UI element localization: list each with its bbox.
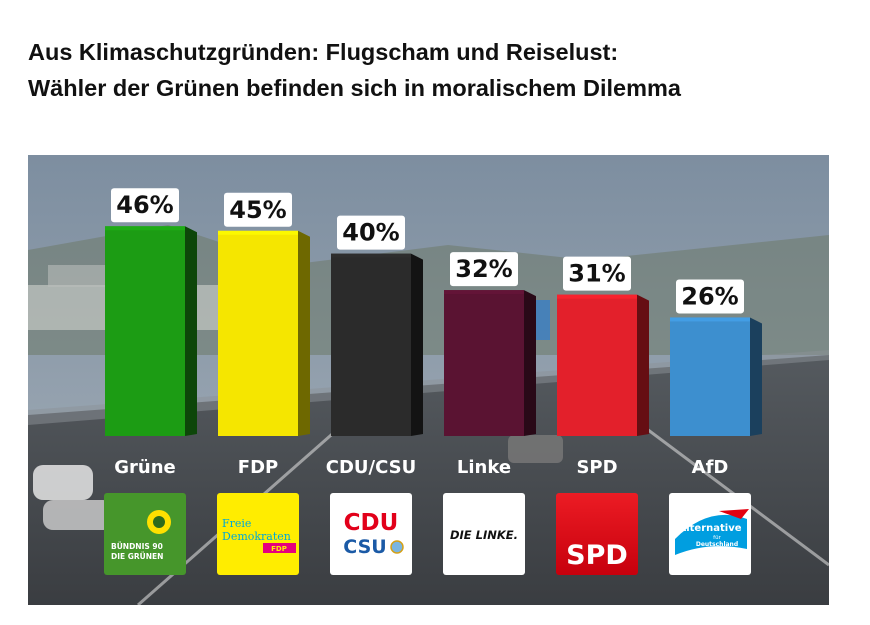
lion-icon [390, 540, 404, 554]
logo-spd: SPD [556, 493, 638, 575]
logo-linke-bg [443, 493, 525, 575]
logo-afd-text1: Alternative [678, 523, 741, 534]
headline-line-1: Aus Klimaschutzgründen: Flugscham und Re… [28, 39, 619, 65]
logo-fdp-bg [217, 493, 299, 575]
bar [218, 230, 298, 436]
truck [508, 435, 563, 463]
value-label-gr-ne: 46% [111, 188, 179, 223]
category-label-fdp: FDP [238, 457, 278, 478]
logo-fdp-text1: Freie [222, 517, 251, 530]
logo-fdp-text3: FDP [271, 545, 287, 553]
value-label-box [563, 256, 631, 291]
bar-highlight [218, 230, 298, 235]
logo-fdp-text2: Demokraten [222, 530, 291, 543]
headline-line-2: Wähler der Grünen befinden sich in moral… [28, 75, 681, 101]
sunflower-icon [147, 510, 171, 534]
bar-afd [670, 317, 762, 436]
car [33, 465, 93, 500]
logo-afd: Alternative für Deutschland [669, 493, 751, 575]
value-label-text: 26% [681, 282, 738, 310]
value-label-box [111, 188, 179, 223]
value-label-spd: 31% [563, 256, 631, 291]
category-label-cdu-csu: CDU/CSU [326, 457, 416, 478]
bar-side [298, 230, 310, 436]
logo-cdu-text: CDU [344, 510, 399, 536]
building-small [48, 265, 118, 287]
logo-gruene-text1: BÜNDNIS 90 [111, 542, 163, 551]
logo-gruene-text2: DIE GRÜNEN [111, 552, 163, 561]
logo-fdp: Freie Demokraten FDP [217, 493, 299, 575]
arrow-icon [719, 509, 749, 519]
category-label-linke: Linke [457, 457, 511, 478]
bar-cdu-csu [331, 253, 423, 436]
headline: Aus Klimaschutzgründen: Flugscham und Re… [28, 34, 848, 106]
bar-highlight [105, 226, 185, 231]
bar-side [750, 317, 762, 436]
value-label-text: 45% [229, 196, 286, 224]
category-label-spd: SPD [576, 457, 617, 478]
logo-afd-swoosh [675, 514, 747, 555]
logo-fdp-bar [263, 543, 296, 553]
bar-side [524, 290, 536, 436]
bar [670, 317, 750, 436]
logo-gruene-bg [104, 493, 186, 575]
bar-spd [557, 294, 649, 436]
bar-highlight [444, 290, 524, 295]
bar-gr-ne [105, 226, 197, 436]
logo-csu-text: CSU [343, 536, 386, 558]
logo-afd-text2: für [713, 535, 721, 541]
category-label-gr-ne: Grüne [114, 457, 176, 478]
bar [105, 226, 185, 436]
bar-fdp [218, 230, 310, 436]
value-label-cdu-csu: 40% [337, 215, 405, 250]
value-label-afd: 26% [676, 279, 744, 314]
category-label-afd: AfD [692, 457, 729, 478]
bar-linke [444, 290, 536, 436]
chart-panel: 46% 45% 40% 32% 31% 26% Grüne FDP CDU/CSU Linke S… [28, 155, 829, 605]
logo-cdu-bg [330, 493, 412, 575]
bar-side [411, 253, 423, 436]
bar-chart: 46% 45% 40% 32% 31% 26% Grüne FDP CDU/CSU Linke S… [28, 155, 829, 605]
bar-side [637, 294, 649, 436]
bar-highlight [557, 294, 637, 299]
logo-afd-text3: Deutschland [696, 541, 738, 548]
value-label-linke: 32% [450, 252, 518, 287]
party-logos: BÜNDNIS 90 DIE GRÜNEN Freie Demokraten F… [104, 493, 751, 575]
value-label-text: 46% [116, 191, 173, 219]
logo-linke-text: DIE LINKE. [450, 528, 518, 542]
logo-spd-text: SPD [566, 540, 628, 571]
value-label-fdp: 45% [224, 192, 292, 227]
value-label-box [450, 252, 518, 287]
car [43, 500, 113, 530]
value-label-text: 32% [455, 255, 512, 283]
logo-gruene: BÜNDNIS 90 DIE GRÜNEN [104, 493, 186, 575]
value-label-box [224, 192, 292, 227]
bar-side [185, 226, 197, 436]
value-label-box [676, 279, 744, 314]
bar [557, 294, 637, 436]
category-labels: Grüne FDP CDU/CSU Linke SPD AfD [114, 457, 728, 478]
value-labels: 46% 45% 40% 32% 31% 26% [111, 188, 744, 314]
logo-cdu-csu: CDU CSU [330, 493, 412, 575]
value-label-text: 40% [342, 219, 399, 247]
logo-linke: DIE LINKE. [443, 493, 525, 575]
value-label-text: 31% [568, 260, 625, 288]
value-label-box [337, 215, 405, 250]
bars [105, 226, 762, 436]
bar-highlight [331, 253, 411, 258]
bar-highlight [670, 317, 750, 322]
logo-spd-bg [556, 493, 638, 575]
bar [331, 253, 411, 436]
bar [444, 290, 524, 436]
